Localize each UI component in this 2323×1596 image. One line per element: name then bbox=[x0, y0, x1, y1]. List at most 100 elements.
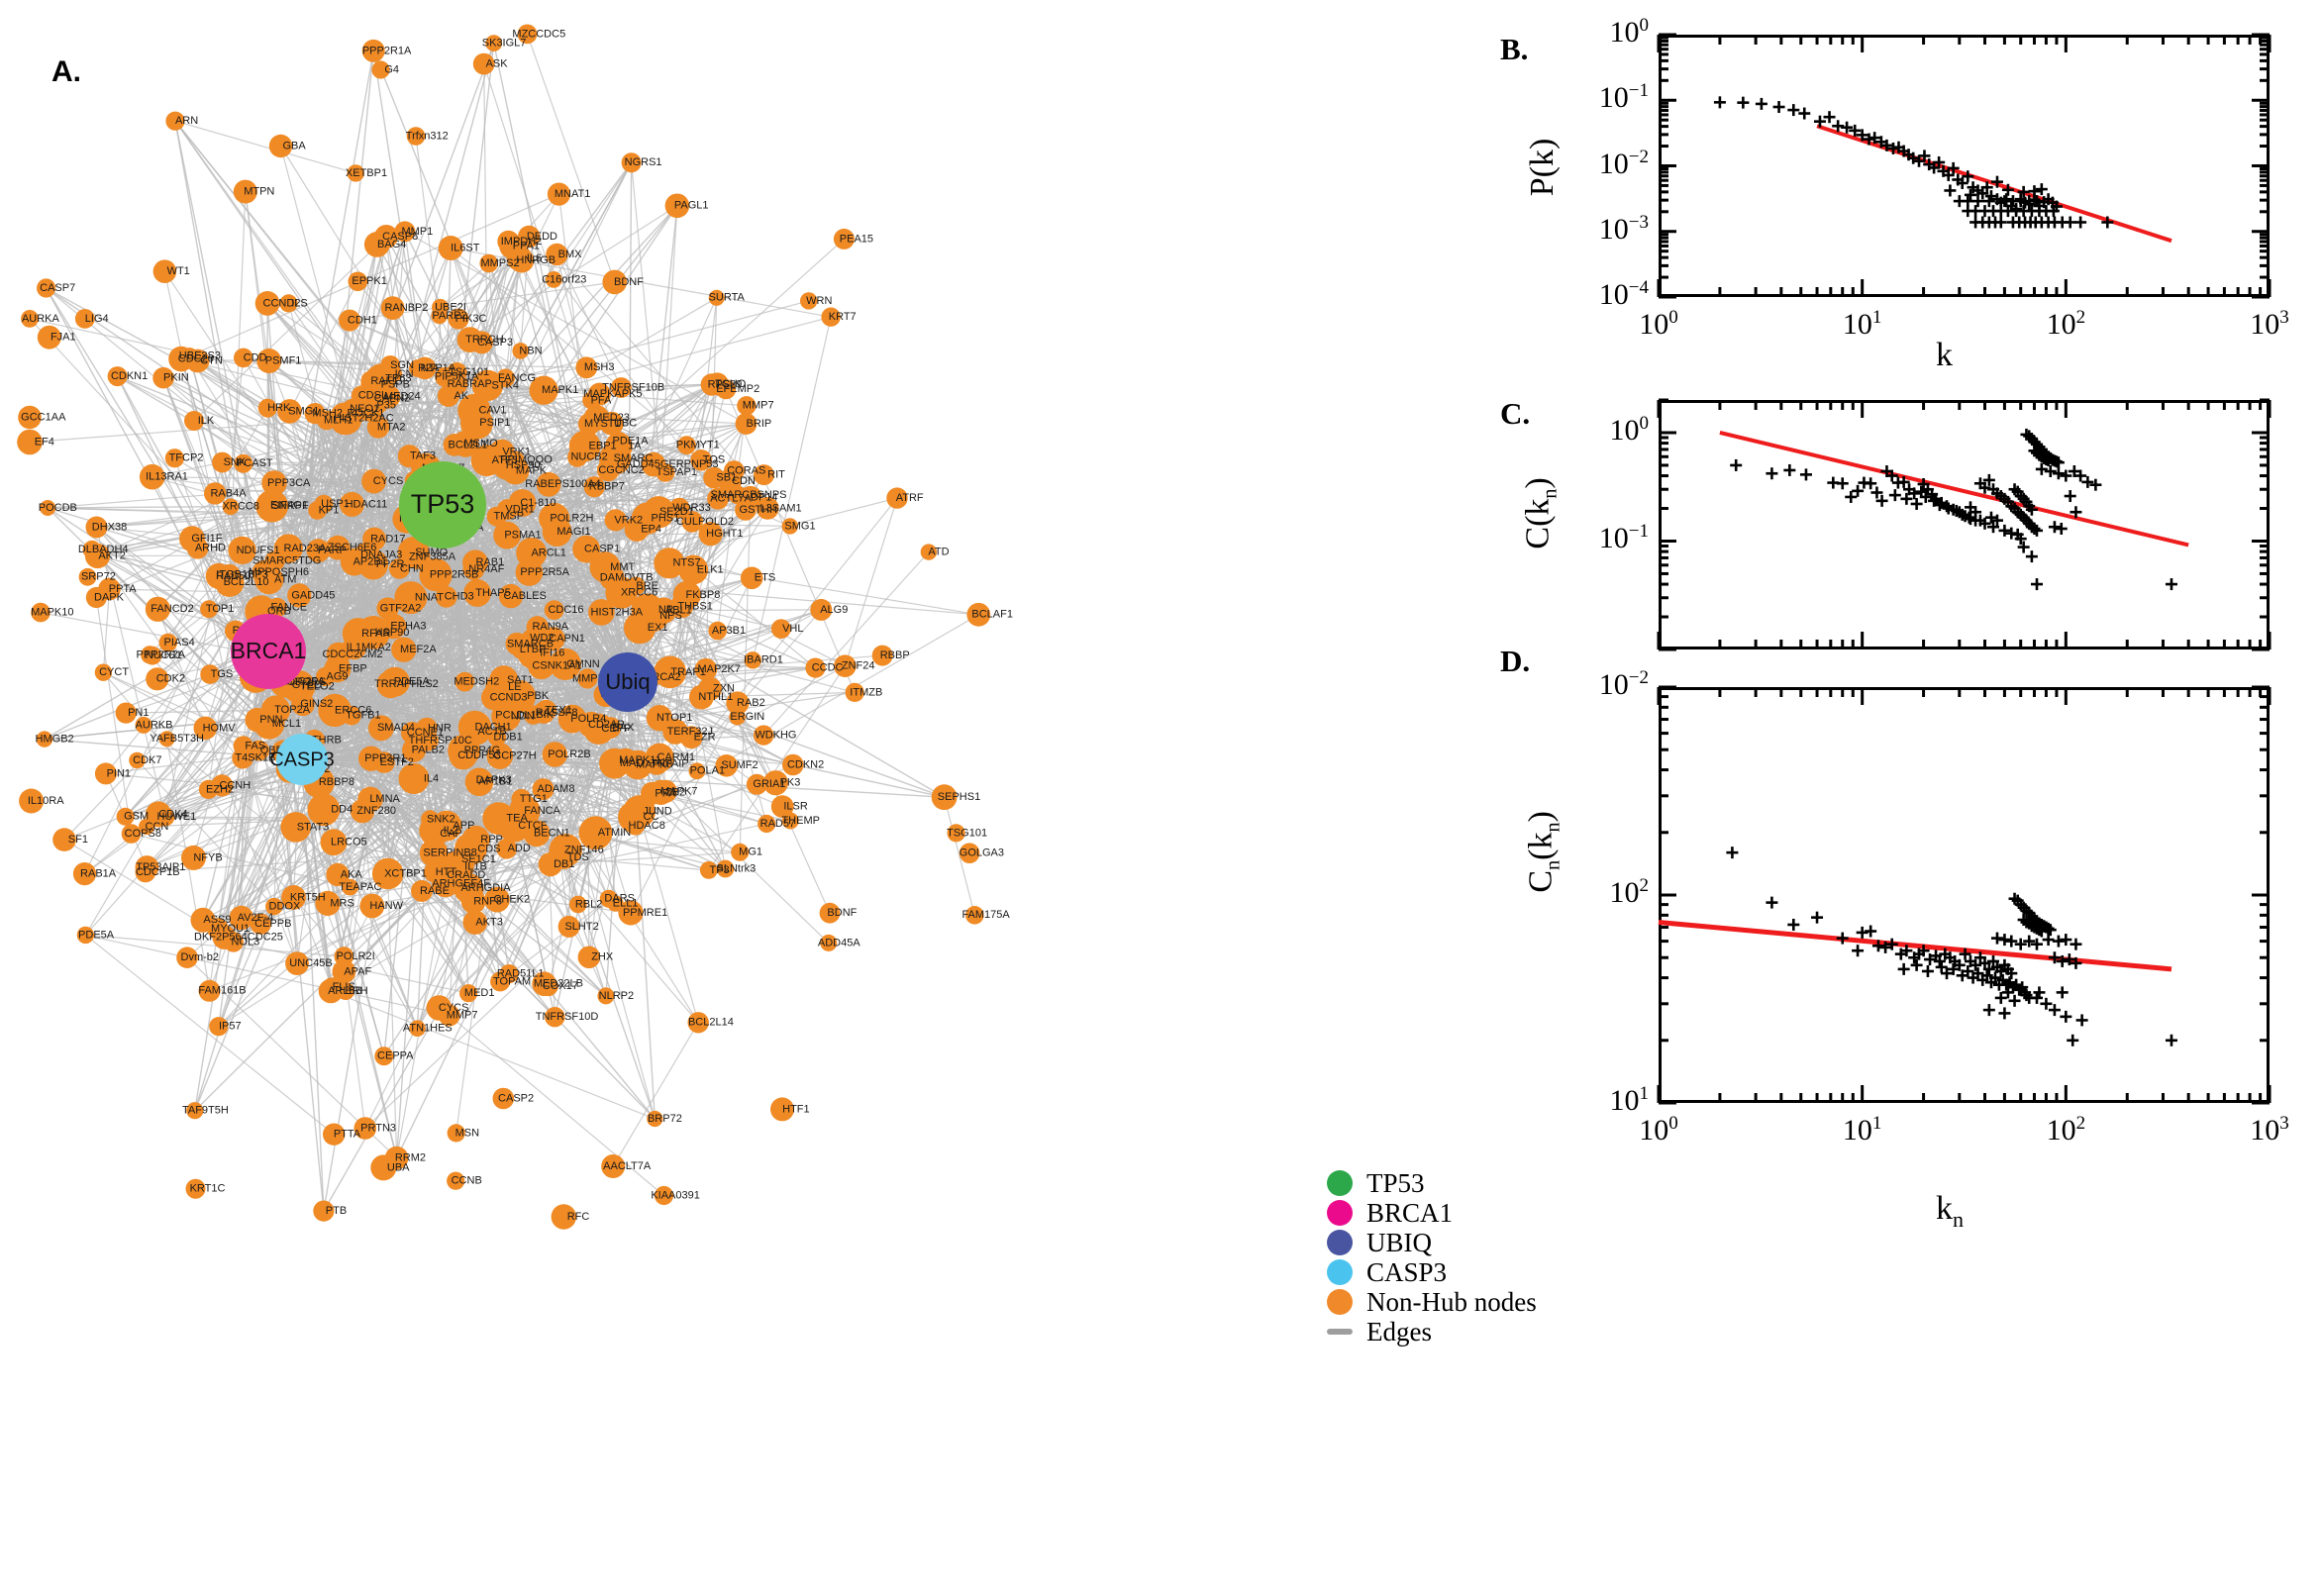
network-node[interactable] bbox=[536, 471, 561, 497]
network-node[interactable] bbox=[834, 654, 857, 677]
network-node[interactable] bbox=[158, 633, 178, 652]
network-node[interactable] bbox=[731, 843, 750, 861]
hub-node-brca1[interactable]: BRCA1 bbox=[231, 614, 307, 689]
network-node[interactable] bbox=[819, 902, 841, 924]
network-node[interactable] bbox=[200, 664, 220, 684]
network-node[interactable] bbox=[569, 895, 587, 914]
network-node[interactable] bbox=[479, 253, 499, 273]
network-node[interactable] bbox=[833, 228, 855, 249]
network-node[interactable] bbox=[324, 655, 352, 683]
network-hub-nodes-layer[interactable]: TP53 BRCA1 Ubiq CASP3 bbox=[231, 461, 657, 785]
network-node[interactable] bbox=[78, 567, 97, 586]
network-node[interactable] bbox=[186, 1102, 204, 1120]
network-node[interactable] bbox=[361, 468, 386, 494]
network-node[interactable] bbox=[440, 862, 464, 888]
network-node[interactable] bbox=[493, 521, 521, 549]
network-node[interactable] bbox=[572, 535, 600, 563]
network-node[interactable] bbox=[143, 646, 162, 665]
network-node[interactable] bbox=[72, 862, 97, 886]
network-node[interactable] bbox=[437, 385, 459, 407]
network-node[interactable] bbox=[966, 602, 991, 627]
network-node[interactable] bbox=[654, 779, 677, 804]
network-node[interactable] bbox=[457, 849, 477, 869]
network-node[interactable] bbox=[517, 24, 538, 45]
network-node[interactable] bbox=[487, 728, 507, 747]
network-node[interactable] bbox=[690, 449, 712, 471]
network-node[interactable] bbox=[708, 621, 727, 641]
network-node[interactable] bbox=[339, 309, 360, 332]
network-node[interactable] bbox=[547, 182, 571, 206]
network-node[interactable] bbox=[398, 763, 430, 794]
network-node[interactable] bbox=[320, 829, 348, 856]
network-node[interactable] bbox=[490, 971, 511, 992]
network-node[interactable] bbox=[646, 705, 673, 732]
network-node[interactable] bbox=[115, 702, 137, 724]
network-node[interactable] bbox=[139, 463, 165, 490]
network-node[interactable] bbox=[681, 511, 703, 533]
network-node[interactable] bbox=[435, 585, 457, 608]
network-node[interactable] bbox=[419, 558, 453, 592]
network-node[interactable] bbox=[21, 310, 39, 328]
network-node[interactable] bbox=[492, 1087, 515, 1110]
network-node[interactable] bbox=[291, 692, 315, 717]
network-node[interactable] bbox=[688, 762, 706, 780]
network-node[interactable] bbox=[406, 127, 426, 146]
network-node[interactable] bbox=[385, 365, 403, 382]
hub-node-tp53[interactable]: TP53 bbox=[399, 461, 486, 549]
network-node[interactable] bbox=[402, 738, 427, 762]
network-node[interactable] bbox=[391, 637, 417, 662]
network-node[interactable] bbox=[438, 236, 463, 260]
network-node[interactable] bbox=[37, 278, 56, 298]
network-node[interactable] bbox=[754, 725, 774, 746]
network-node[interactable] bbox=[920, 544, 938, 560]
network-node[interactable] bbox=[116, 807, 135, 826]
network-node[interactable] bbox=[782, 753, 804, 776]
network-node[interactable] bbox=[348, 271, 368, 292]
network-node[interactable] bbox=[306, 539, 331, 563]
network-node[interactable] bbox=[121, 824, 142, 844]
network-node[interactable] bbox=[486, 743, 514, 769]
network-node[interactable] bbox=[401, 722, 424, 745]
network-node[interactable] bbox=[368, 715, 394, 742]
network-node[interactable] bbox=[754, 464, 774, 486]
network-node[interactable] bbox=[492, 450, 522, 480]
network-node[interactable] bbox=[107, 366, 128, 387]
network-node[interactable] bbox=[498, 583, 524, 609]
network-node[interactable] bbox=[886, 487, 908, 509]
network-node[interactable] bbox=[647, 1110, 663, 1128]
network-node[interactable] bbox=[687, 1012, 709, 1034]
network-node[interactable] bbox=[423, 861, 445, 883]
network-node[interactable] bbox=[544, 600, 564, 620]
network-node[interactable] bbox=[509, 248, 535, 273]
network-node[interactable] bbox=[820, 934, 838, 951]
network-node[interactable] bbox=[533, 701, 556, 725]
network-node[interactable] bbox=[677, 436, 696, 455]
network-node[interactable] bbox=[332, 959, 356, 984]
network-node[interactable] bbox=[698, 522, 723, 547]
network-node[interactable] bbox=[262, 493, 287, 518]
network-node[interactable] bbox=[707, 487, 729, 510]
network-node[interactable] bbox=[260, 695, 291, 725]
network-node[interactable] bbox=[313, 1200, 335, 1222]
network-node[interactable] bbox=[462, 558, 485, 580]
network-node[interactable] bbox=[708, 289, 725, 306]
network-node[interactable] bbox=[698, 676, 722, 701]
network-node[interactable] bbox=[845, 682, 864, 703]
network-node[interactable] bbox=[421, 810, 440, 829]
network-node[interactable] bbox=[735, 413, 758, 435]
network-node[interactable] bbox=[470, 331, 493, 354]
network-node[interactable] bbox=[599, 889, 618, 908]
network-node[interactable] bbox=[577, 946, 601, 969]
network-node[interactable] bbox=[448, 734, 480, 767]
network-node[interactable] bbox=[229, 905, 253, 931]
network-node[interactable] bbox=[716, 859, 735, 878]
network-node[interactable] bbox=[19, 788, 45, 814]
network-node[interactable] bbox=[471, 369, 504, 402]
network-node[interactable] bbox=[551, 1204, 576, 1230]
network-node[interactable] bbox=[52, 828, 76, 851]
network-node[interactable] bbox=[726, 691, 750, 715]
network-node[interactable] bbox=[179, 526, 205, 552]
network-node[interactable] bbox=[438, 1004, 460, 1027]
network-node[interactable] bbox=[959, 843, 980, 863]
network-node[interactable] bbox=[529, 375, 558, 405]
